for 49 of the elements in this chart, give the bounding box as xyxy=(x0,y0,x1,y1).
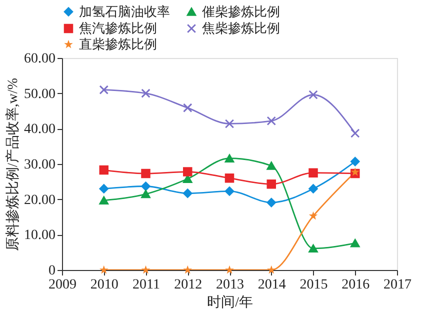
point xyxy=(350,156,360,166)
point xyxy=(99,165,108,175)
x-tick-label: 2014 xyxy=(258,278,286,292)
x-tick-label: 2015 xyxy=(300,278,328,292)
x-tick-label: 2016 xyxy=(342,278,370,292)
x-tick-label: 2017 xyxy=(384,278,412,292)
y-tick-label: 50.00 xyxy=(24,86,56,102)
point xyxy=(224,186,234,196)
y-tick-label: 20.00 xyxy=(24,192,56,208)
point xyxy=(141,168,150,178)
y-tick-label: 10.00 xyxy=(24,228,56,244)
y-tick-label: 0 xyxy=(48,264,56,278)
point xyxy=(99,196,108,204)
y-tick-label: 60.00 xyxy=(24,52,56,66)
point xyxy=(224,119,234,128)
point xyxy=(308,90,318,100)
y-tick-label: 30.00 xyxy=(24,158,56,172)
legend-label: 焦汽掺炼比例 xyxy=(79,20,157,36)
x-axis-title: 时间/年 xyxy=(207,294,253,310)
x-tick-label: 2011 xyxy=(132,278,160,292)
point xyxy=(266,116,276,126)
y-axis-title: 原料掺炼比例/产品收率,w/% xyxy=(5,78,21,252)
legend-label: 直柴掺炼比例 xyxy=(79,36,157,52)
point xyxy=(224,174,234,183)
x-tick-label: 2013 xyxy=(216,278,244,292)
x-tick-label: 2012 xyxy=(174,278,202,292)
point xyxy=(141,190,150,198)
point xyxy=(141,182,150,191)
legend-label: 焦柴掺炼比例 xyxy=(202,20,280,36)
point xyxy=(308,184,318,194)
point xyxy=(99,85,108,94)
x-tick-label: 2010 xyxy=(90,278,118,292)
x-tick-label: 2009 xyxy=(48,278,76,292)
legend-label: 催柴掺炼比例 xyxy=(202,4,280,19)
y-tick-label: 40.00 xyxy=(24,122,56,138)
point xyxy=(266,162,276,170)
point xyxy=(99,184,108,194)
point xyxy=(266,198,276,208)
point xyxy=(141,88,150,98)
point xyxy=(350,128,360,138)
point xyxy=(183,103,192,112)
point xyxy=(224,154,234,162)
point xyxy=(266,180,276,189)
point xyxy=(308,244,318,253)
point xyxy=(183,188,192,198)
point xyxy=(350,239,360,248)
point xyxy=(183,167,192,176)
legend-label: 加氢石脑油收率 xyxy=(79,4,170,19)
point xyxy=(308,168,318,178)
